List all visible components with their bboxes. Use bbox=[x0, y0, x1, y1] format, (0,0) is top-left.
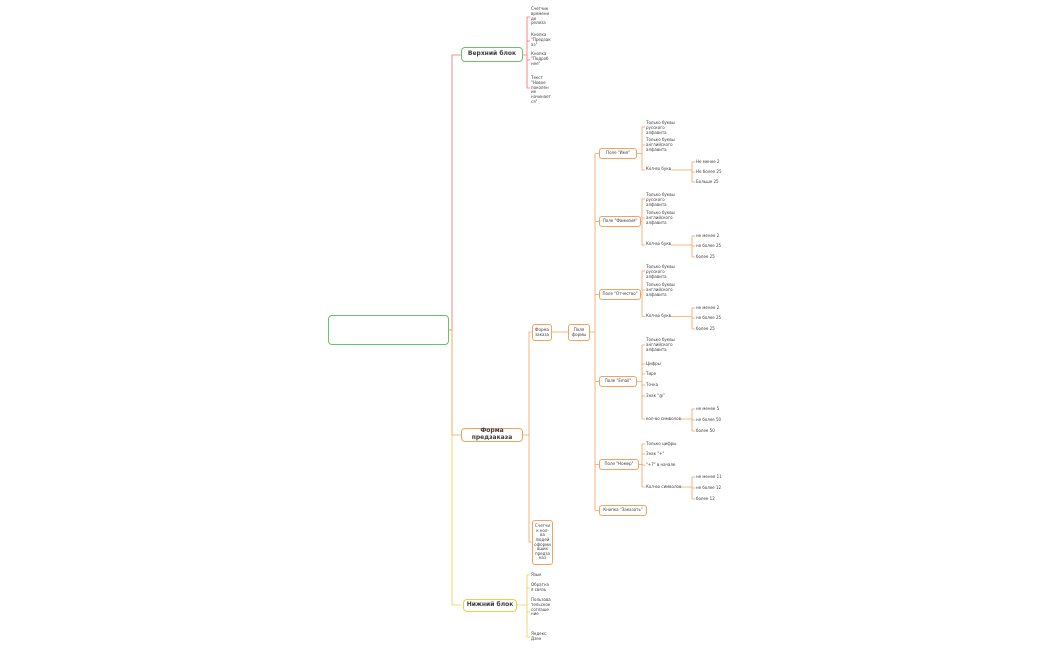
leaf-number-min[interactable]: не менее 11 bbox=[696, 474, 722, 479]
leaf-user-agreement[interactable]: Пользовательское соглашение bbox=[531, 597, 551, 617]
leaf-surname-rule-russian[interactable]: Только буквы русского алфавита bbox=[646, 192, 675, 207]
yellow-branch-lines bbox=[448, 329, 531, 638]
leaf-email-max[interactable]: не более 50 bbox=[696, 417, 722, 422]
leaf-email-dot[interactable]: Точка bbox=[646, 382, 659, 387]
topic-order-button[interactable]: Кнопка "Заказать" bbox=[599, 505, 647, 516]
leaf-patronymic-max[interactable]: не более 25 bbox=[696, 315, 722, 320]
leaf-email-dash[interactable]: Тире bbox=[646, 371, 657, 376]
leaf-email-at-sign[interactable]: Знак "@" bbox=[646, 393, 665, 398]
leaf-surname-min[interactable]: не менее 2 bbox=[696, 233, 720, 238]
leaf-yandex-zen[interactable]: Яндекс. Дзен bbox=[531, 631, 548, 641]
leaf-patronymic-rule-english[interactable]: Только буквы английского алфавита bbox=[646, 282, 675, 297]
leaf-feedback[interactable]: Обратная связь bbox=[531, 582, 550, 592]
leaf-number-over[interactable]: более 12 bbox=[696, 496, 715, 501]
branch-top-block[interactable]: Верхний блок bbox=[461, 47, 523, 62]
leaf-email-min[interactable]: не менее 5 bbox=[696, 406, 720, 411]
leaf-name-over[interactable]: Больше 25 bbox=[696, 179, 719, 184]
leaf-email-over[interactable]: более 50 bbox=[696, 428, 715, 433]
leaf-number-plus7-start[interactable]: "+7" в начале bbox=[646, 462, 676, 467]
topic-field-number[interactable]: Поле "Номер" bbox=[599, 459, 639, 470]
leaf-email-digits[interactable]: Цифры bbox=[646, 361, 661, 366]
leaf-patronymic-over[interactable]: более 25 bbox=[696, 326, 715, 331]
leaf-email-char-count[interactable]: кол-во символов bbox=[646, 416, 681, 421]
leaf-preorder-button[interactable]: Кнопка "Предзаказ" bbox=[531, 32, 551, 47]
topic-field-patronymic[interactable]: Поле "Отчество" bbox=[599, 289, 641, 300]
leaf-number-plus-sign[interactable]: Знак "+" bbox=[646, 451, 665, 456]
leaf-new-generation-text[interactable]: Текст "Новое поколение начинается" bbox=[531, 75, 551, 104]
topic-order-form[interactable]: Форма заказа bbox=[532, 324, 552, 341]
leaf-name-max[interactable]: Не более 25 bbox=[696, 169, 722, 174]
leaf-details-button[interactable]: Кнопка "Подробнее" bbox=[531, 51, 549, 66]
leaf-name-rule-russian[interactable]: Только буквы русского алфавита bbox=[646, 120, 675, 135]
leaf-release-countdown[interactable]: Счетчик времени до релиза bbox=[531, 6, 550, 26]
leaf-name-min[interactable]: Не менее 2 bbox=[696, 159, 720, 164]
leaf-surname-letter-count[interactable]: Кол-во букв bbox=[646, 241, 671, 246]
topic-preorder-counter[interactable]: Счетчик кол-ва людей оформивших предзака… bbox=[532, 520, 553, 565]
leaf-patronymic-min[interactable]: не менее 2 bbox=[696, 305, 720, 310]
leaf-surname-rule-english[interactable]: Только буквы английского алфавита bbox=[646, 210, 675, 225]
leaf-email-rule-english[interactable]: Только буквы английского алфавита bbox=[646, 337, 675, 352]
leaf-number-max[interactable]: не более 12 bbox=[696, 485, 722, 490]
topic-field-surname[interactable]: Поле "Фамилия" bbox=[599, 216, 641, 227]
topic-field-name[interactable]: Поле "Имя" bbox=[599, 148, 637, 159]
branch-bottom-block[interactable]: Нижний блок bbox=[463, 599, 517, 612]
topic-field-email[interactable]: Поле "Email" bbox=[599, 376, 637, 387]
topic-form-fields[interactable]: Поля формы bbox=[568, 324, 590, 341]
branch-preorder-form[interactable]: Форма предзаказа bbox=[461, 427, 523, 442]
leaf-number-digits-only[interactable]: Только цифры bbox=[646, 441, 677, 446]
leaf-name-rule-english[interactable]: Только буквы английского алфавита bbox=[646, 137, 675, 152]
leaf-language[interactable]: Язык bbox=[531, 572, 542, 577]
orange-branch-lines bbox=[448, 126, 696, 543]
leaf-number-char-count[interactable]: Кол-во символов bbox=[646, 484, 682, 489]
leaf-patronymic-rule-russian[interactable]: Только буквы русского алфавита bbox=[646, 264, 675, 279]
red-branch-lines bbox=[448, 16, 531, 331]
leaf-surname-over[interactable]: более 25 bbox=[696, 254, 715, 259]
leaf-name-letter-count[interactable]: Кол-во букв bbox=[646, 166, 671, 171]
leaf-surname-max[interactable]: не более 25 bbox=[696, 243, 722, 248]
leaf-patronymic-letter-count[interactable]: Кол-во букв bbox=[646, 313, 671, 318]
root-topic[interactable] bbox=[328, 315, 449, 345]
